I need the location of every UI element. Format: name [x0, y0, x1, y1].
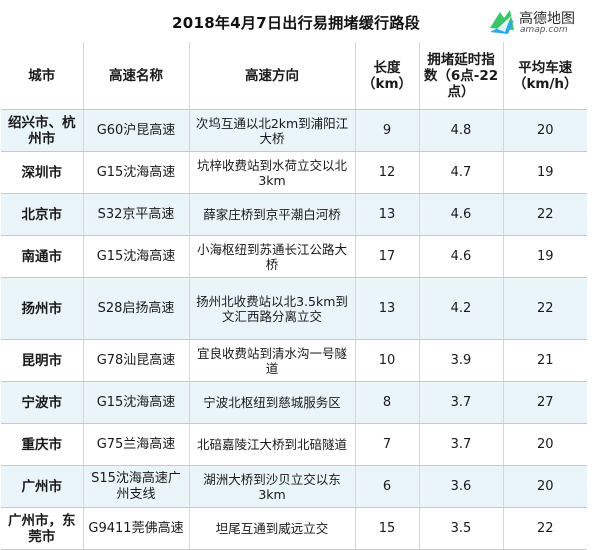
- table-row: 宁波市 G15沈海高速 宁波北枢纽到慈城服务区 8 3.7 27: [1, 381, 587, 424]
- cell-highway: S28启扬高速: [83, 277, 190, 340]
- cell-delay-index: 3.9: [419, 339, 504, 382]
- cell-direction: 次坞互通以北2km到浦阳江大桥: [189, 109, 356, 152]
- cell-delay-index: 4.2: [419, 277, 504, 340]
- cell-delay-index: 3.7: [419, 423, 504, 466]
- cell-avg-speed: 20: [503, 109, 587, 152]
- cell-highway: G60沪昆高速: [83, 109, 190, 152]
- cell-highway: G9411莞佛高速: [83, 507, 190, 550]
- table-row: 深圳市 G15沈海高速 坑梓收费站到水荷立交以北3km 12 4.7 19: [1, 151, 587, 194]
- table-row: 南通市 G15沈海高速 小海枢纽到苏通长江公路大桥 17 4.6 19: [1, 235, 587, 278]
- cell-delay-index: 3.5: [419, 507, 504, 550]
- cell-city: 广州市: [1, 465, 84, 508]
- cell-city: 北京市: [1, 193, 84, 236]
- cell-length: 12: [355, 151, 420, 194]
- cell-length: 13: [355, 277, 420, 340]
- cell-direction: 薛家庄桥到京平潮白河桥: [189, 193, 356, 236]
- cell-city: 重庆市: [1, 423, 84, 466]
- cell-avg-speed: 22: [503, 277, 587, 340]
- cell-city: 扬州市: [1, 277, 84, 340]
- cell-avg-speed: 22: [503, 507, 587, 550]
- cell-delay-index: 3.7: [419, 381, 504, 424]
- column-header-city: 城市: [1, 42, 84, 110]
- logo-name: 高德地图: [519, 11, 575, 27]
- cell-length: 8: [355, 381, 420, 424]
- cell-delay-index: 4.7: [419, 151, 504, 194]
- logo-url: amap.com: [520, 25, 568, 35]
- table-row: 昆明市 G78汕昆高速 宜良收费站到清水沟一号隧道 10 3.9 21: [1, 339, 587, 382]
- cell-city: 绍兴市、杭州市: [1, 109, 84, 152]
- cell-highway: G15沈海高速: [83, 381, 190, 424]
- cell-delay-index: 4.8: [419, 109, 504, 152]
- cell-highway: G75兰海高速: [83, 423, 190, 466]
- cell-length: 6: [355, 465, 420, 508]
- table-header-row: 城市 高速名称 高速方向 长度（km） 拥堵延时指数（6点-22点） 平均车速（…: [1, 42, 587, 110]
- cell-length: 17: [355, 235, 420, 278]
- cell-highway: S32京平高速: [83, 193, 190, 236]
- cell-direction: 湖洲大桥到沙贝立交以东3km: [189, 465, 356, 508]
- column-header-highway: 高速名称: [83, 42, 190, 110]
- cell-length: 13: [355, 193, 420, 236]
- cell-length: 10: [355, 339, 420, 382]
- column-header-length: 长度（km）: [355, 42, 420, 110]
- cell-city: 广州市，东莞市: [1, 507, 84, 550]
- congestion-table: 城市 高速名称 高速方向 长度（km） 拥堵延时指数（6点-22点） 平均车速（…: [1, 42, 587, 550]
- cell-city: 昆明市: [1, 339, 84, 382]
- cell-city: 深圳市: [1, 151, 84, 194]
- cell-direction: 北碚嘉陵江大桥到北碚隧道: [189, 423, 356, 466]
- cell-avg-speed: 20: [503, 423, 587, 466]
- cell-avg-speed: 19: [503, 235, 587, 278]
- table-row: 广州市，东莞市 G9411莞佛高速 坦尾互通到威远立交 15 3.5 22: [1, 507, 587, 550]
- cell-city: 南通市: [1, 235, 84, 278]
- cell-city: 宁波市: [1, 381, 84, 424]
- cell-direction: 宜良收费站到清水沟一号隧道: [189, 339, 356, 382]
- column-header-delay-index: 拥堵延时指数（6点-22点）: [419, 42, 504, 110]
- table-row: 绍兴市、杭州市 G60沪昆高速 次坞互通以北2km到浦阳江大桥 9 4.8 20: [1, 109, 587, 152]
- cell-direction: 扬州北收费站以北3.5km到文汇西路分离立交: [189, 277, 356, 340]
- cell-avg-speed: 27: [503, 381, 587, 424]
- cell-direction: 坦尾互通到威远立交: [189, 507, 356, 550]
- table-row: 扬州市 S28启扬高速 扬州北收费站以北3.5km到文汇西路分离立交 13 4.…: [1, 277, 587, 340]
- cell-avg-speed: 19: [503, 151, 587, 194]
- column-header-direction: 高速方向: [189, 42, 356, 110]
- cell-highway: S15沈海高速广州支线: [83, 465, 190, 508]
- cell-avg-speed: 20: [503, 465, 587, 508]
- table-row: 重庆市 G75兰海高速 北碚嘉陵江大桥到北碚隧道 7 3.7 20: [1, 423, 587, 466]
- cell-length: 15: [355, 507, 420, 550]
- cell-highway: G15沈海高速: [83, 235, 190, 278]
- amap-logo[interactable]: 高德地图 amap.com: [486, 6, 590, 38]
- cell-direction: 小海枢纽到苏通长江公路大桥: [189, 235, 356, 278]
- cell-direction: 坑梓收费站到水荷立交以北3km: [189, 151, 356, 194]
- header: 2018年4月7日出行易拥堵缓行路段 高德地图 amap.com: [0, 0, 592, 42]
- cell-delay-index: 3.6: [419, 465, 504, 508]
- cell-direction: 宁波北枢纽到慈城服务区: [189, 381, 356, 424]
- cell-delay-index: 4.6: [419, 235, 504, 278]
- table-row: 北京市 S32京平高速 薛家庄桥到京平潮白河桥 13 4.6 22: [1, 193, 587, 236]
- cell-length: 9: [355, 109, 420, 152]
- cell-avg-speed: 21: [503, 339, 587, 382]
- cell-delay-index: 4.6: [419, 193, 504, 236]
- amap-logo-icon: [488, 8, 516, 36]
- cell-highway: G15沈海高速: [83, 151, 190, 194]
- page-title: 2018年4月7日出行易拥堵缓行路段: [171, 14, 421, 32]
- cell-avg-speed: 22: [503, 193, 587, 236]
- cell-highway: G78汕昆高速: [83, 339, 190, 382]
- cell-length: 7: [355, 423, 420, 466]
- table-row: 广州市 S15沈海高速广州支线 湖洲大桥到沙贝立交以东3km 6 3.6 20: [1, 465, 587, 508]
- column-header-avg-speed: 平均车速（km/h）: [503, 42, 587, 110]
